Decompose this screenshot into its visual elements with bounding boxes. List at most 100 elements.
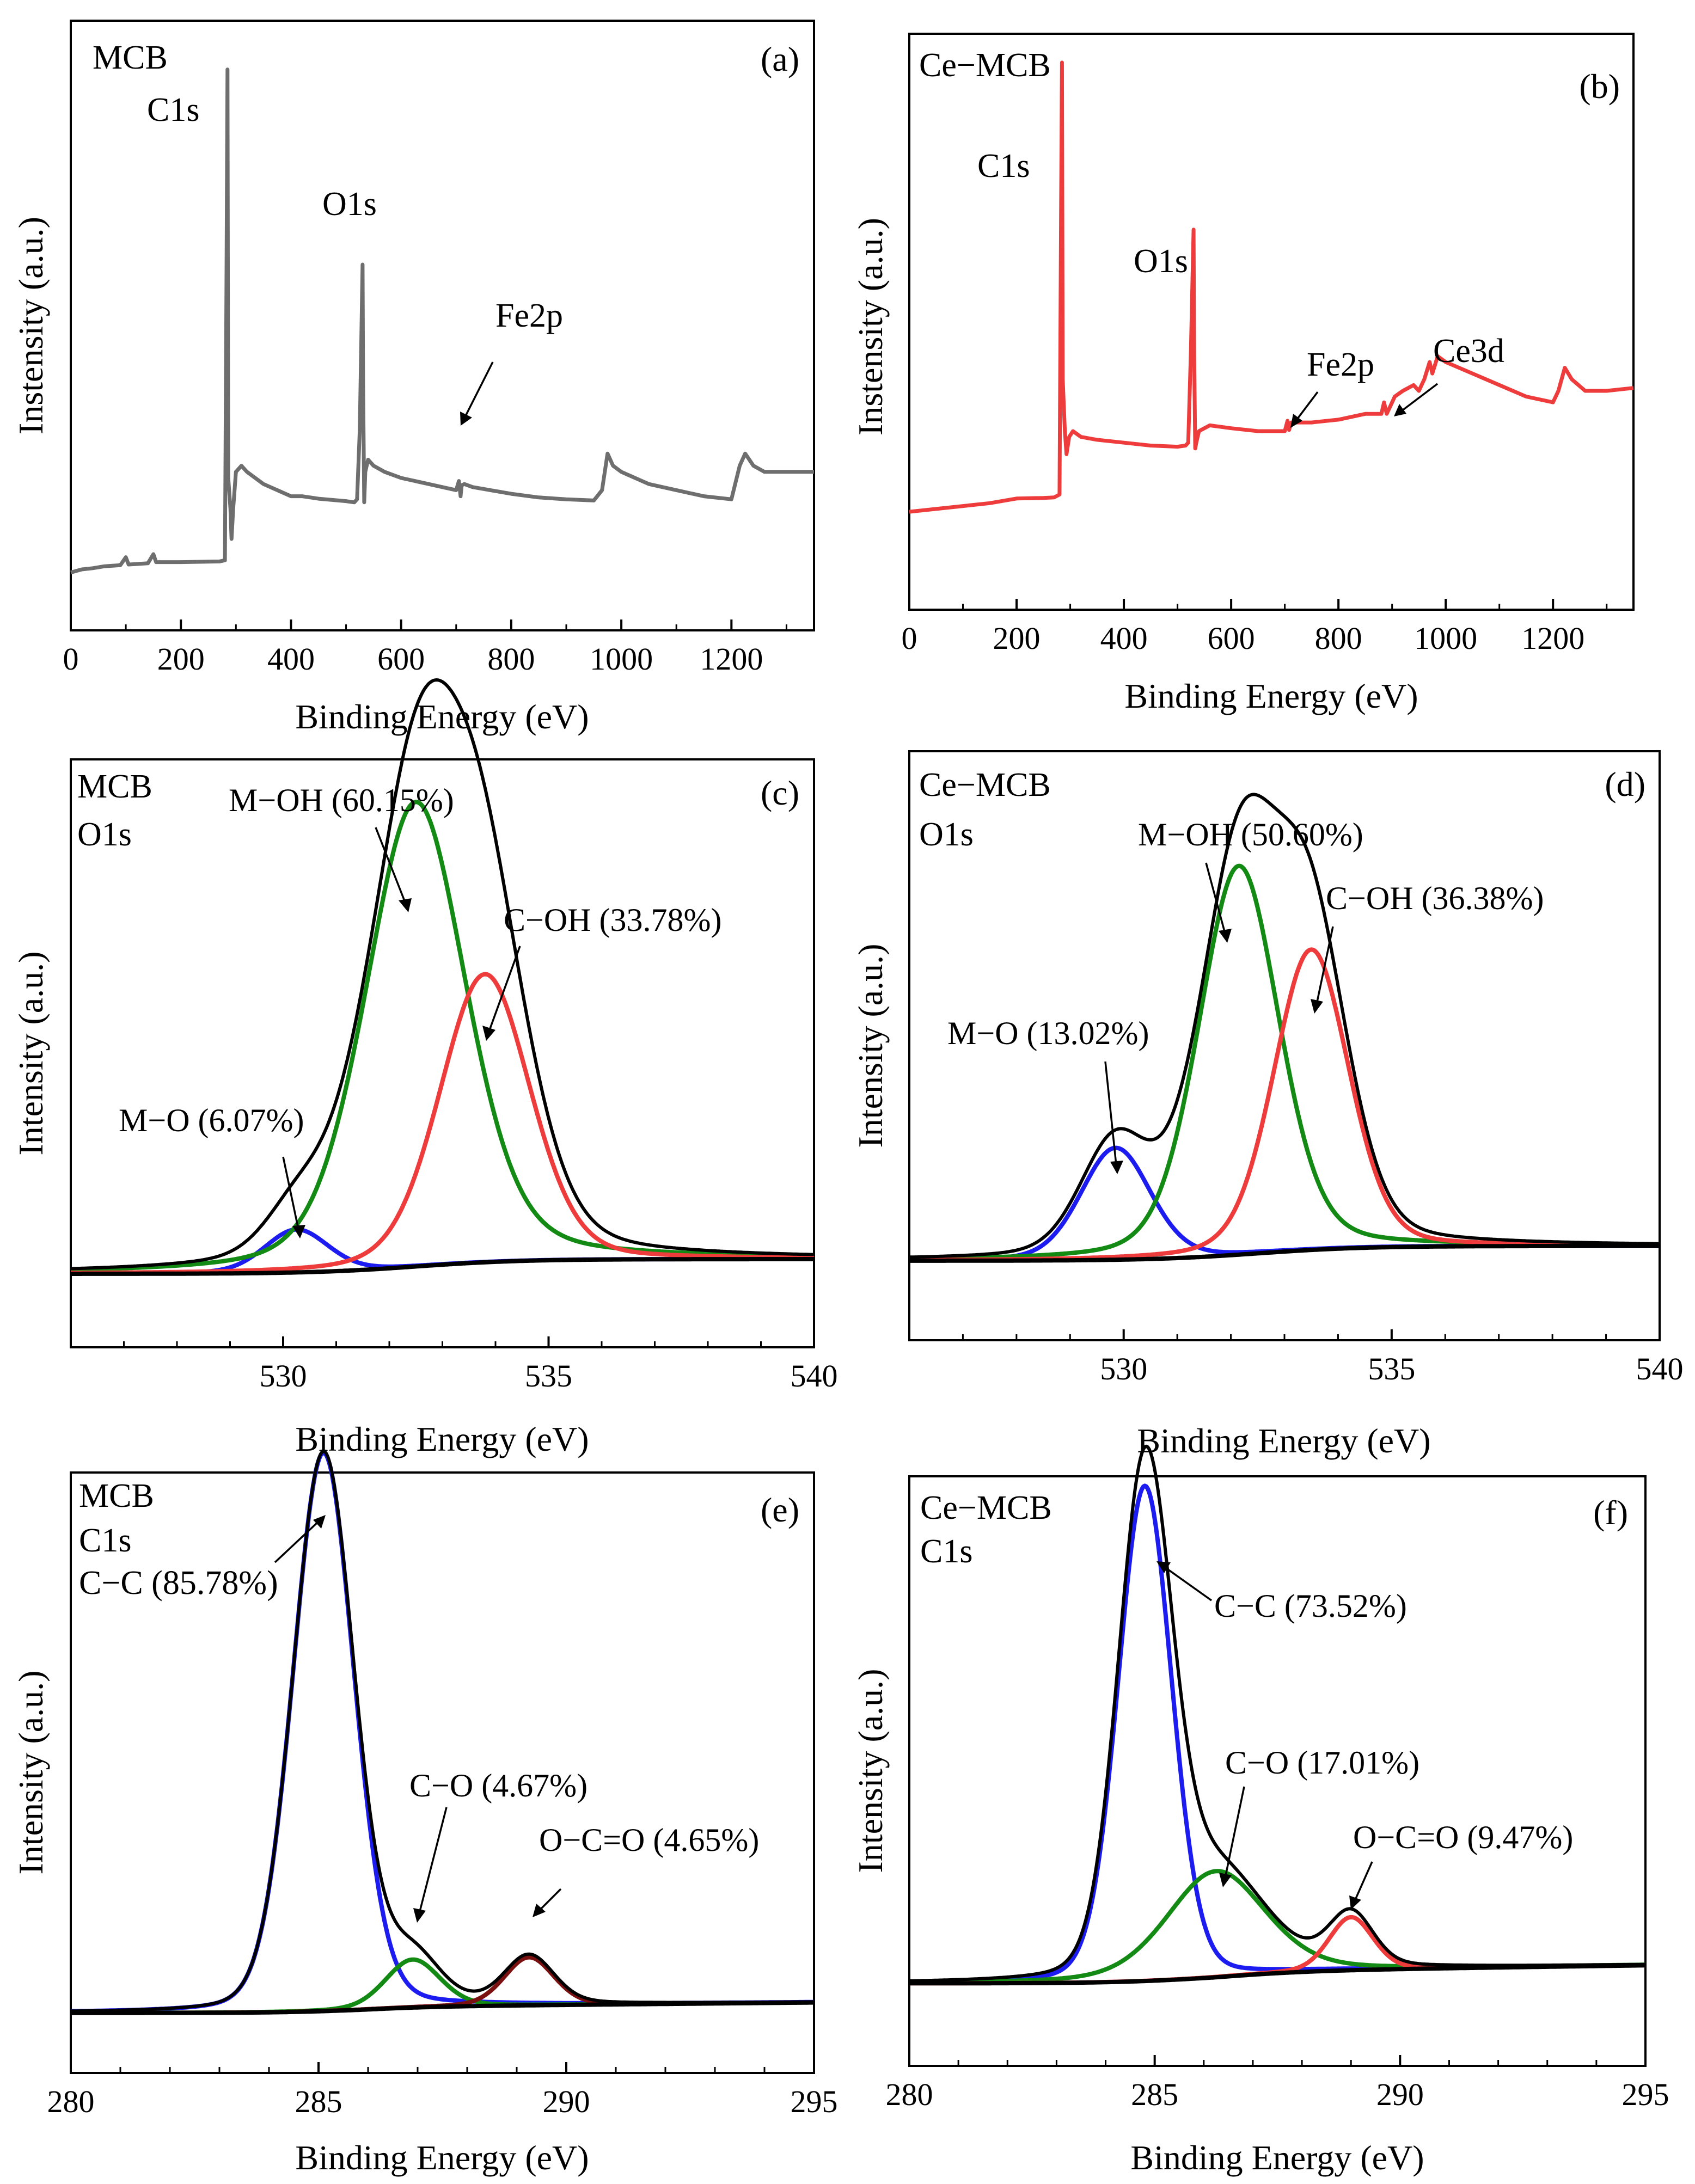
envelope-line — [909, 1444, 1646, 1983]
fit-peak-cc — [908, 1483, 1647, 1984]
annotation-m-oh: M−OH (60.15%) — [229, 782, 454, 818]
x-tick-label: 1200 — [700, 641, 763, 677]
x-tick-label: 200 — [157, 641, 205, 677]
annotation-c-oh: C−OH (33.78%) — [504, 902, 721, 938]
x-tick-label: 280 — [886, 2077, 933, 2112]
annotation-c1s: C1s — [147, 91, 199, 128]
arrow-m-o — [1104, 1061, 1117, 1165]
curves — [70, 1450, 815, 2015]
panel-d: 530 535 540 Binding Energy (eV) Intensity … — [851, 750, 1684, 1460]
spectrum-title: O1s — [77, 816, 132, 853]
arrowhead-ce3d — [1394, 404, 1406, 416]
sample-title: Ce−MCB — [920, 1489, 1052, 1526]
arrow-o-c-o — [538, 1888, 562, 1912]
envelope-line — [70, 1450, 815, 2013]
x-ticks: 280 285 290 295 — [47, 2062, 838, 2119]
fit-peak-moh — [908, 863, 1661, 1261]
y-axis-label: Instensity (a.u.) — [851, 218, 890, 435]
x-axis-label: Binding Energy (eV) — [295, 697, 589, 736]
curves — [909, 60, 1634, 514]
x-tick-label: 285 — [295, 2084, 342, 2119]
arrow-ce3d — [1400, 383, 1439, 412]
fit-peak-coh — [908, 947, 1661, 1262]
annotation-c-o: C−O (4.67%) — [409, 1768, 588, 1803]
background-line — [70, 1257, 815, 1276]
annotation-m-o: M−O (6.07%) — [119, 1102, 304, 1138]
spectrum-title: C1s — [920, 1533, 972, 1570]
arrowhead-o-c-o — [533, 1904, 546, 1917]
arrowhead-c-oh — [1311, 999, 1323, 1014]
x-tick-label: 535 — [525, 1358, 572, 1394]
sample-title: MCB — [77, 768, 152, 805]
x-tick-label: 600 — [1208, 621, 1255, 656]
panel-a: 0 200 400 600 800 1000 1200 Binding Energy (eV… — [11, 20, 815, 736]
x-tick-label: 280 — [47, 2084, 95, 2119]
plot-frame — [70, 20, 815, 631]
arrowhead-fe2p — [460, 412, 472, 426]
x-tick-label: 800 — [1315, 621, 1362, 656]
x-tick-label: 540 — [1636, 1351, 1684, 1387]
x-tick-label: 530 — [260, 1358, 307, 1394]
x-ticks: 530 535 540 — [962, 1329, 1684, 1387]
curves — [908, 1444, 1647, 1986]
annotation-o-c-o: O−C=O (9.47%) — [1353, 1819, 1573, 1855]
fit-peak-cc — [70, 1450, 815, 2014]
x-axis-label: Binding Energy (eV) — [1130, 2138, 1424, 2177]
panel-label: (a) — [761, 40, 799, 78]
annotation-m-o: M−O (13.02%) — [947, 1015, 1149, 1051]
plot-frame — [908, 1475, 1647, 2067]
arrow-c-c — [274, 1520, 320, 1563]
x-tick-label: 400 — [267, 641, 315, 677]
x-tick-label: 295 — [791, 2084, 838, 2119]
arrow-m-o — [282, 1156, 299, 1230]
annotation-c-oh: C−OH (36.38%) — [1326, 880, 1544, 916]
x-tick-label: 290 — [1376, 2077, 1424, 2112]
annotation-fe2p: Fe2p — [1307, 346, 1374, 383]
panel-label: (b) — [1579, 67, 1620, 106]
arrow-c-o — [418, 1807, 448, 1914]
x-tick-label: 285 — [1131, 2077, 1178, 2112]
sample-title: MCB — [79, 1477, 154, 1514]
x-ticks: 530 535 540 — [123, 1336, 838, 1394]
arrowhead-c-oh — [482, 1026, 495, 1041]
x-tick-label: 540 — [791, 1358, 838, 1394]
annotation-m-oh: M−OH (50.60%) — [1138, 817, 1363, 852]
arrow-o-c-o — [1354, 1861, 1373, 1901]
arrowhead-m-o — [292, 1225, 305, 1238]
x-tick-label: 800 — [487, 641, 535, 677]
panel-label: (f) — [1593, 1493, 1628, 1532]
x-axis-label: Binding Energy (eV) — [295, 1420, 589, 1458]
arrow-c-oh — [488, 946, 521, 1032]
annotation-fe2p: Fe2p — [495, 297, 563, 334]
arrowhead-c-o — [1219, 1873, 1232, 1887]
background-line — [908, 1243, 1661, 1263]
arrowhead-o-c-o — [1349, 1895, 1361, 1910]
x-tick-label: 1000 — [590, 641, 653, 677]
plot-frame — [70, 1471, 815, 2074]
x-tick-label: 200 — [993, 621, 1041, 656]
x-tick-label: 400 — [1100, 621, 1148, 656]
y-axis-label: Intensity (a.u.) — [851, 1669, 890, 1873]
x-tick-label: 295 — [1622, 2077, 1669, 2112]
plot-frame — [908, 33, 1635, 611]
y-axis-label: Instensity (a.u.) — [11, 217, 50, 434]
panel-c: 530 535 540 Binding Energy (eV) Intensity … — [11, 678, 838, 1458]
x-ticks: 0 200 400 600 800 1000 1200 — [902, 599, 1608, 656]
envelope-line — [909, 793, 1660, 1259]
x-tick-label: 1200 — [1521, 621, 1584, 656]
curves — [70, 678, 815, 1276]
arrow-c-oh — [1315, 926, 1334, 1005]
survey-spectrum-line — [909, 60, 1634, 514]
x-tick-label: 535 — [1368, 1351, 1415, 1387]
x-axis-label: Binding Energy (eV) — [1124, 677, 1418, 715]
panel-f: 280 285 290 295 Binding Energy (eV) Intensi… — [851, 1444, 1669, 2177]
arrowhead-c-c — [313, 1515, 326, 1529]
annotation-o1s: O1s — [322, 186, 377, 223]
spectrum-title: O1s — [919, 816, 974, 853]
x-tick-label: 0 — [902, 621, 917, 656]
background-line — [908, 1963, 1647, 1986]
panel-b: 0 200 400 600 800 1000 1200 Binding Energy (eV… — [851, 33, 1635, 715]
x-ticks: 280 285 290 295 — [886, 2055, 1669, 2112]
arrow-fe2p — [463, 361, 494, 420]
